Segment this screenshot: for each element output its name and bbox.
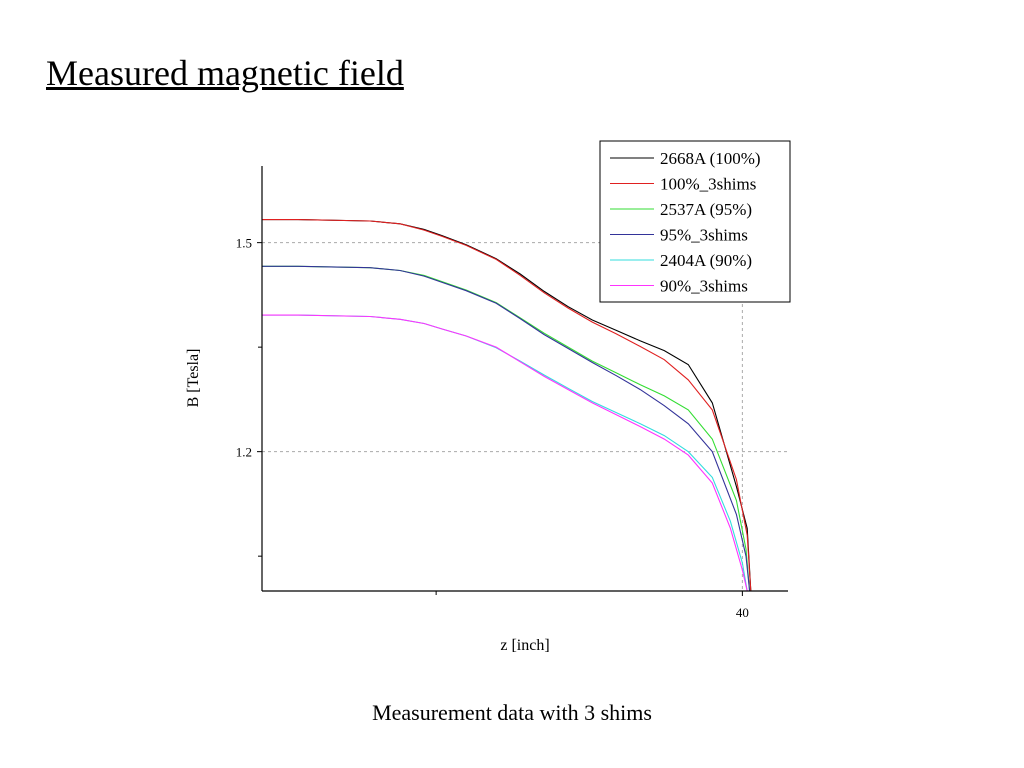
axes — [261, 166, 788, 592]
legend-box — [599, 140, 791, 303]
legend-label: 2404A (90%) — [660, 251, 752, 270]
y-axis-label: B [Tesla] — [185, 349, 202, 408]
legend-label: 100%_3shims — [660, 175, 756, 194]
ticks: 1.2 1.5 40 — [236, 236, 749, 620]
series-line-2 — [262, 219, 752, 592]
x-tick-label: 40 — [736, 605, 749, 620]
legend: 2668A (100%) 100%_3shims 2537A (95%) 95%_3s… — [599, 140, 791, 303]
y-tick-label: 1.5 — [236, 236, 252, 251]
legend-label: 2668A (100%) — [660, 149, 761, 168]
series-line-4 — [262, 265, 751, 592]
caption: Measurement data with 3 shims — [372, 700, 652, 725]
legend-label: 90%_3shims — [660, 277, 748, 296]
series-line-3 — [262, 265, 751, 592]
legend-label: 95%_3shims — [660, 226, 748, 245]
y-tick-label: 1.2 — [236, 445, 252, 460]
series-lines — [262, 219, 752, 592]
x-axis-label: z [inch] — [500, 637, 549, 654]
series-line-6 — [262, 314, 748, 592]
slide-title: Measured magnetic field — [46, 53, 404, 93]
legend-label: 2537A (95%) — [660, 200, 752, 219]
